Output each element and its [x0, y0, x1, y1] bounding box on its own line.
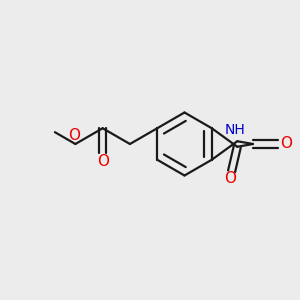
Text: O: O	[97, 154, 109, 169]
Text: NH: NH	[224, 123, 245, 137]
Text: O: O	[224, 171, 236, 186]
Text: O: O	[68, 128, 80, 143]
Text: O: O	[280, 136, 292, 152]
